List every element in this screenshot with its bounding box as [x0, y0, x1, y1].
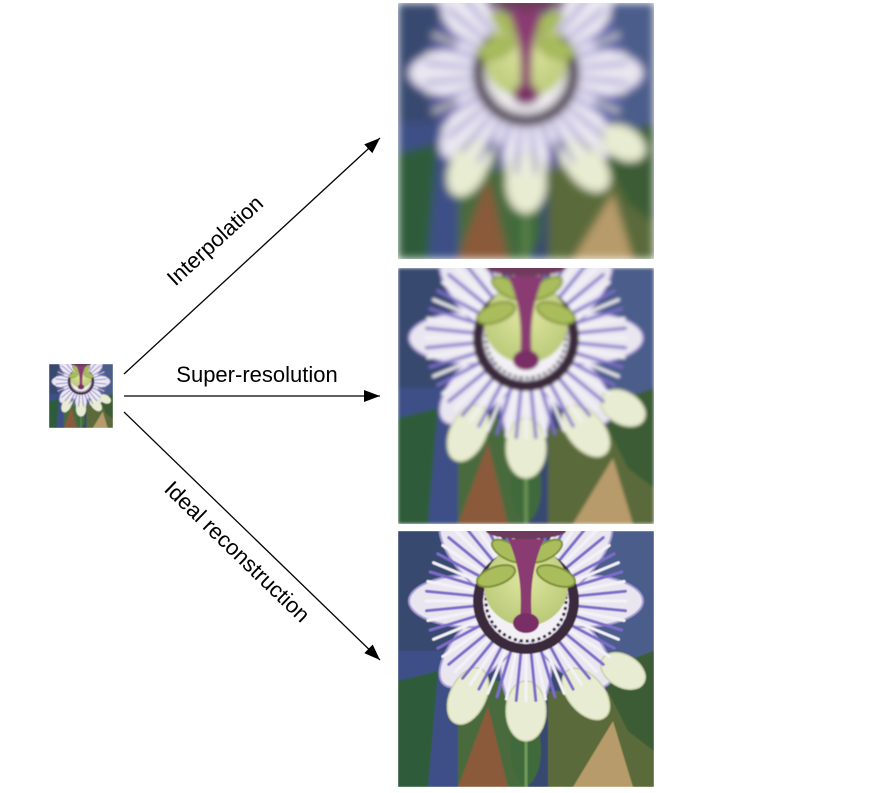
- interpolation-arrow: [123, 137, 381, 375]
- super-resolution-output-image: [398, 237, 654, 524]
- interpolation-output-image: [398, 0, 654, 259]
- ideal-reconstruction-arrow: [123, 411, 381, 661]
- ideal-reconstruction-output-image: [398, 500, 654, 787]
- input-image-small: [49, 364, 113, 428]
- super-resolution-label: Super-resolution: [176, 362, 337, 387]
- ideal-reconstruction-label: Ideal reconstruction: [159, 476, 314, 627]
- interpolation-label: Interpolation: [162, 190, 268, 290]
